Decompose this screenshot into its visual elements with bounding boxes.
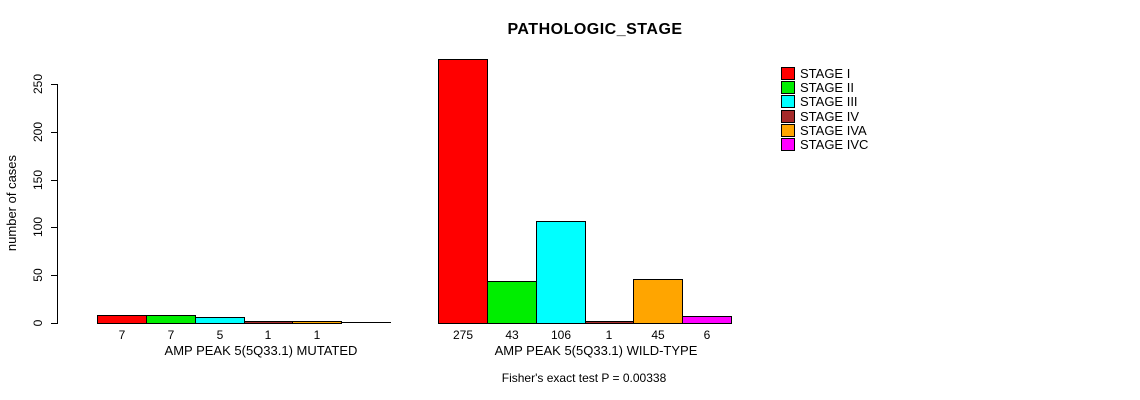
bar-value-label: 1 [313,328,321,342]
y-axis-tick [51,227,57,228]
y-axis-line [57,84,58,324]
legend-label-stage-ivc: STAGE IVC [800,137,869,152]
y-axis-tick-label: 150 [31,169,45,191]
bar-wild-type-stage-i [438,59,488,324]
bar-mutated-stage-ii [146,315,196,324]
bar-wild-type-stage-ii [487,281,537,324]
legend-label-stage-iva: STAGE IVA [800,123,867,138]
bar-value-label: 45 [651,328,665,342]
bar-value-label: 7 [118,328,126,342]
group-label-wild-type: AMP PEAK 5(5Q33.1) WILD-TYPE [494,343,698,358]
bar-value-label: 1 [605,328,613,342]
bar-mutated-stage-iii [195,317,245,324]
legend-swatch-stage-iva [781,124,795,137]
fisher-test-annotation: Fisher's exact test P = 0.00338 [501,371,667,385]
y-axis-tick-label: 250 [31,73,45,95]
bar-value-label: 7 [167,328,175,342]
legend-label-stage-i: STAGE I [800,66,851,81]
chart-title: PATHOLOGIC_STAGE [507,21,683,38]
bar-wild-type-stage-iv [585,321,634,324]
y-axis-tick [51,275,57,276]
bar-value-label: 1 [264,328,272,342]
group-label-mutated: AMP PEAK 5(5Q33.1) MUTATED [164,343,358,358]
y-axis-tick-label: 0 [31,319,45,327]
bar-wild-type-stage-ivc [682,316,732,324]
y-axis-tick [51,180,57,181]
bar-mutated-stage-iv [244,321,293,324]
bar-wild-type-stage-iii [536,221,586,324]
bar-value-label: 43 [505,328,519,342]
bar-value-label: 5 [216,328,224,342]
bar-value-label: 275 [452,328,474,342]
y-axis-tick-label: 50 [31,268,45,282]
legend-label-stage-iii: STAGE III [800,94,858,109]
legend-swatch-stage-i [781,67,795,80]
legend-swatch-stage-ii [781,81,795,94]
legend-label-stage-iv: STAGE IV [800,109,859,124]
legend-swatch-stage-iv [781,110,795,123]
y-axis-tick [51,323,57,324]
bar-mutated-stage-ivc [341,322,391,323]
legend-swatch-stage-ivc [781,138,795,151]
bar-value-label: 106 [550,328,572,342]
y-axis-tick [51,132,57,133]
legend-swatch-stage-iii [781,95,795,108]
y-axis-tick-label: 200 [31,121,45,143]
bar-value-label: 6 [703,328,711,342]
bar-mutated-stage-iva [292,321,342,324]
bar-mutated-stage-i [97,315,147,324]
bar-wild-type-stage-iva [633,279,683,324]
legend-label-stage-ii: STAGE II [800,80,854,95]
y-axis-tick [51,84,57,85]
y-axis-tick-label: 100 [31,216,45,238]
